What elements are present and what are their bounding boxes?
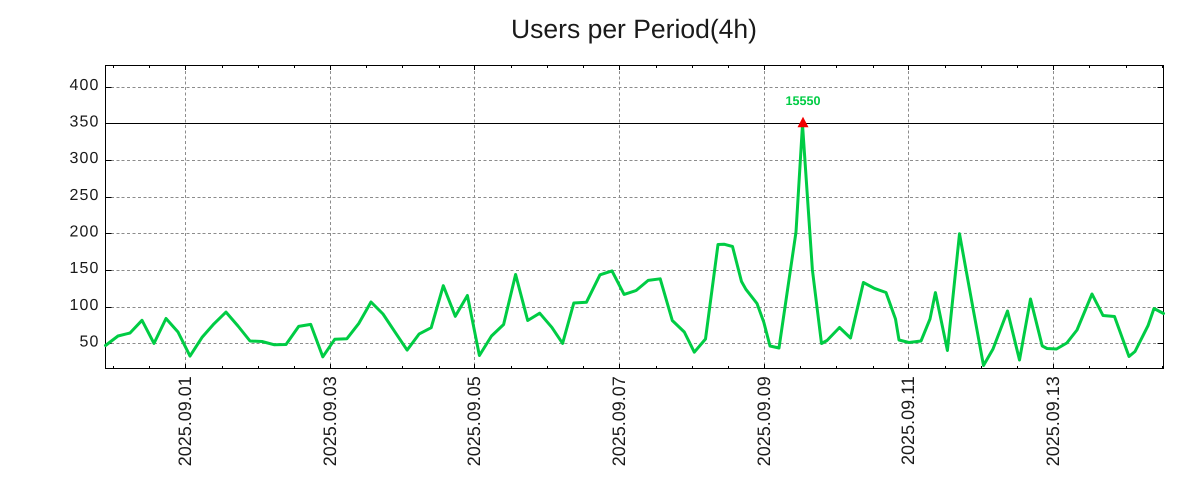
svg-text:400: 400 <box>70 77 100 94</box>
svg-text:2025.09.03: 2025.09.03 <box>320 376 340 466</box>
svg-text:2025.09.11: 2025.09.11 <box>898 376 918 465</box>
svg-text:2025.09.07: 2025.09.07 <box>609 376 629 466</box>
svg-text:150: 150 <box>70 260 100 277</box>
svg-text:300: 300 <box>70 150 100 167</box>
svg-text:2025.09.09: 2025.09.09 <box>754 376 774 466</box>
svg-text:250: 250 <box>70 187 100 204</box>
svg-text:50: 50 <box>80 334 100 351</box>
svg-text:350: 350 <box>70 114 100 131</box>
svg-text:15550: 15550 <box>785 94 820 108</box>
svg-text:2025.09.01: 2025.09.01 <box>175 376 195 466</box>
svg-text:100: 100 <box>70 297 100 314</box>
svg-text:Users per Period(4h): Users per Period(4h) <box>511 14 757 44</box>
svg-text:2025.09.05: 2025.09.05 <box>464 376 484 466</box>
svg-text:200: 200 <box>70 224 100 241</box>
svg-text:2025.09.13: 2025.09.13 <box>1043 376 1063 466</box>
